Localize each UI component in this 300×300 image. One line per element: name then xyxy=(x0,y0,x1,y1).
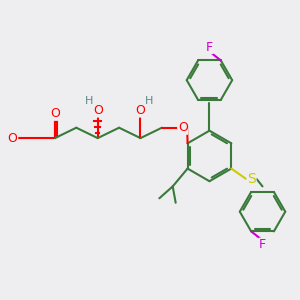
Text: F: F xyxy=(259,238,266,251)
Text: H: H xyxy=(85,96,93,106)
Text: O: O xyxy=(136,104,146,117)
Text: O: O xyxy=(50,107,60,120)
Text: O: O xyxy=(93,104,103,117)
Text: O: O xyxy=(178,121,188,134)
Text: H: H xyxy=(145,96,154,106)
Text: -: - xyxy=(6,131,11,145)
Text: S: S xyxy=(247,172,256,186)
Text: O: O xyxy=(8,132,18,145)
Text: F: F xyxy=(206,40,213,53)
